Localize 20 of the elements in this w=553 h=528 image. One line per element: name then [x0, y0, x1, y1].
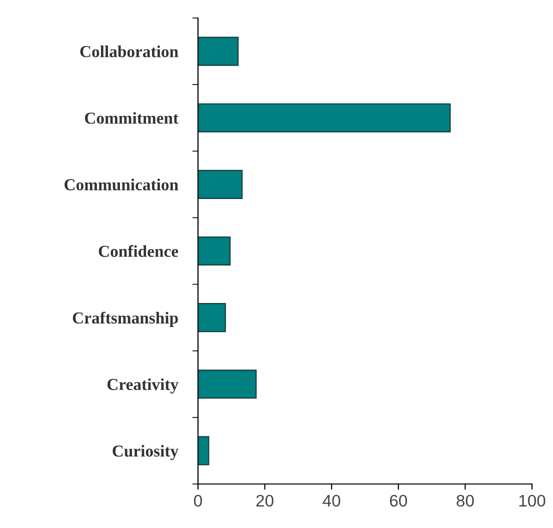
bar: [198, 370, 257, 399]
bar: [198, 303, 226, 332]
y-tick-label: Craftsmanship: [72, 312, 178, 327]
x-tick-label: 60: [390, 494, 408, 507]
bar: [198, 236, 231, 266]
x-tick-label: 40: [322, 494, 340, 507]
y-tick-label: Confidence: [98, 245, 178, 257]
bar: [198, 170, 243, 199]
y-tick-label: Commitment: [84, 112, 178, 124]
bar: [198, 36, 239, 66]
x-tick-label: 100: [519, 494, 546, 507]
bar: [198, 436, 210, 466]
x-tick-label: 80: [456, 494, 474, 507]
y-tick-label: Creativity: [107, 378, 178, 394]
x-tick-label: 20: [256, 494, 274, 507]
y-tick-label: Collaboration: [80, 46, 178, 58]
bar: [198, 103, 451, 132]
y-tick-label: Curiosity: [112, 444, 178, 460]
x-tick-label: 0: [194, 494, 202, 507]
y-tick-label: Communication: [64, 178, 178, 190]
